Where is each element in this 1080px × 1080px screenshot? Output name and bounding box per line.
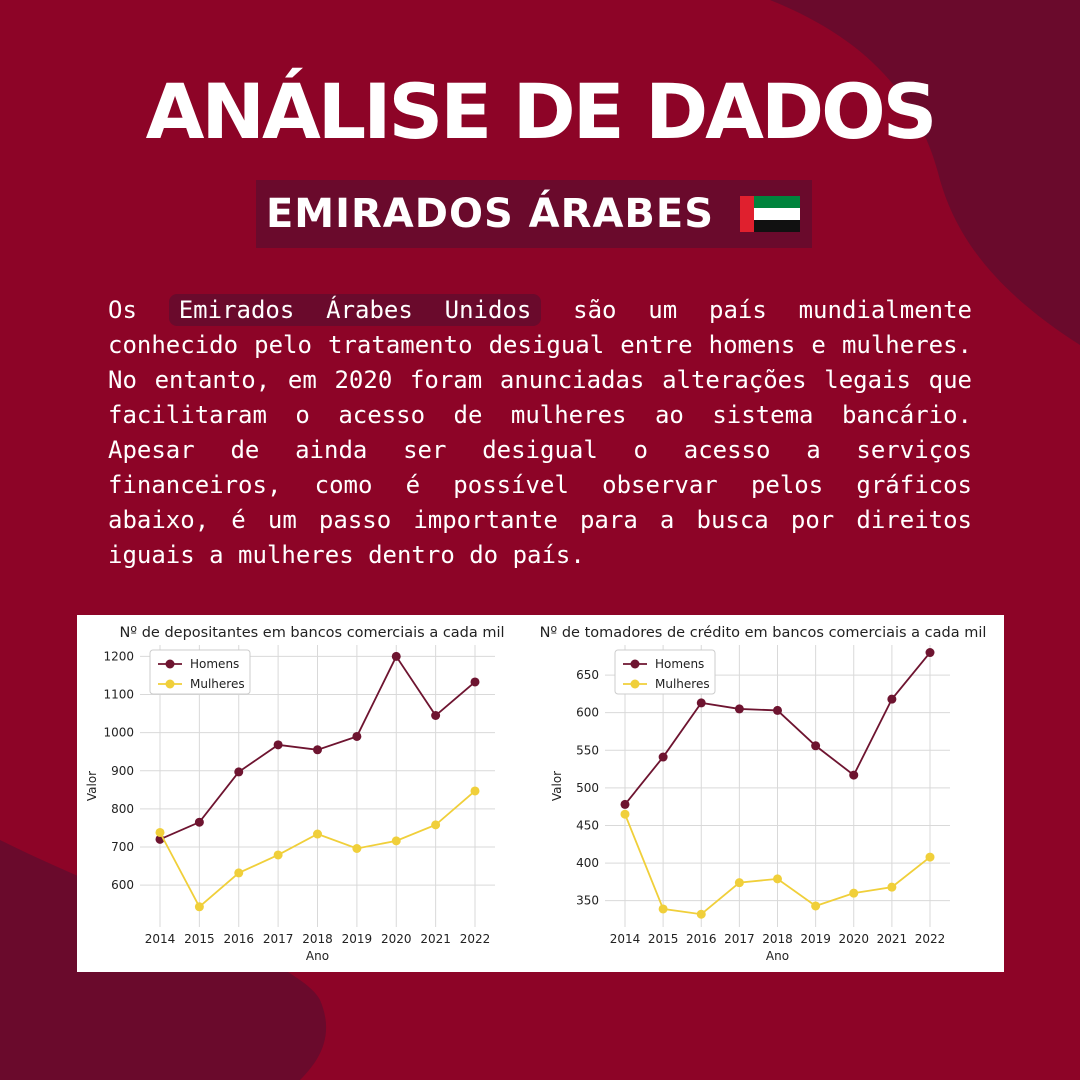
x-tick-label: 2021	[877, 932, 908, 946]
data-point-homens	[887, 694, 897, 704]
data-point-homens	[234, 767, 244, 777]
chart-1: 600 700 800 900 1000 1100 1200 2014 2015 2016 2017…	[85, 625, 505, 963]
y-tick-label: 1000	[103, 726, 134, 740]
y-tick-label: 700	[111, 840, 134, 854]
legend-label: Mulheres	[655, 677, 710, 691]
x-tick-label: 2020	[838, 932, 869, 946]
x-tick-label: 2015	[184, 932, 215, 946]
data-point-homens	[352, 731, 362, 741]
data-point-mulheres	[925, 852, 935, 862]
chart-2: 350 400 450 500 550 600 650 2014 2015 2016 2017 201…	[540, 625, 987, 963]
chart-title: Nº de depositantes em bancos comerciais …	[119, 625, 504, 641]
data-point-homens	[773, 705, 782, 715]
data-point-mulheres	[696, 909, 706, 919]
subtitle-banner: EMIRADOS ÁRABES	[256, 180, 812, 248]
x-tick-label: 2014	[610, 932, 641, 946]
legend-label: Homens	[190, 657, 239, 671]
data-point-mulheres	[431, 820, 441, 830]
data-point-homens	[391, 651, 401, 661]
data-point-mulheres	[313, 829, 322, 839]
data-point-mulheres	[849, 888, 859, 898]
x-tick-label: 2019	[800, 932, 831, 946]
uae-flag-icon	[740, 196, 801, 232]
x-tick-label: 2016	[223, 932, 254, 946]
y-tick-label: 650	[576, 668, 599, 682]
legend-marker	[165, 679, 175, 689]
paragraph-start: Os	[108, 296, 137, 324]
data-point-mulheres	[194, 902, 204, 912]
data-point-mulheres	[658, 904, 668, 914]
data-point-mulheres	[155, 827, 165, 837]
highlighted-country: Emirados Árabes Unidos	[168, 294, 542, 326]
data-point-homens	[431, 711, 441, 720]
data-point-mulheres	[273, 850, 283, 860]
x-tick-label: 2022	[915, 932, 946, 946]
x-tick-label: 2021	[420, 932, 451, 946]
y-tick-label: 1200	[103, 649, 134, 663]
data-point-homens	[658, 752, 668, 762]
legend-marker	[630, 659, 640, 669]
y-tick-label: 900	[111, 764, 134, 778]
y-tick-label: 600	[111, 878, 134, 892]
data-point-homens	[620, 799, 630, 809]
paragraph-rest: são um país mundialmente conhecido pelo …	[108, 296, 972, 569]
x-tick-label: 2018	[762, 932, 793, 946]
x-tick-label: 2020	[381, 932, 412, 946]
y-tick-label: 800	[111, 802, 134, 816]
legend-box	[149, 649, 251, 695]
data-point-mulheres	[620, 809, 630, 819]
y-axis-label: Valor	[550, 771, 564, 801]
data-point-mulheres	[352, 843, 362, 853]
data-point-mulheres	[391, 836, 401, 846]
y-tick-label: 600	[576, 706, 599, 720]
x-tick-label: 2019	[342, 932, 373, 946]
data-point-mulheres	[734, 878, 744, 888]
data-point-mulheres	[811, 901, 821, 911]
data-point-homens	[313, 745, 322, 755]
data-point-homens	[696, 698, 706, 708]
y-axis-label: Valor	[85, 771, 99, 801]
x-tick-label: 2014	[145, 932, 176, 946]
x-tick-label: 2022	[460, 932, 491, 946]
y-tick-label: 400	[576, 856, 599, 870]
data-point-mulheres	[234, 868, 244, 878]
x-tick-label: 2016	[686, 932, 717, 946]
y-tick-label: 1100	[103, 688, 134, 702]
data-point-homens	[849, 770, 859, 780]
data-point-homens	[194, 817, 204, 827]
data-point-homens	[925, 648, 935, 658]
data-point-homens	[734, 704, 744, 714]
charts-panel: 600 700 800 900 1000 1100 1200 2014 2015 2016 2017…	[77, 615, 1004, 972]
y-tick-label: 500	[576, 781, 599, 795]
data-point-homens	[273, 740, 283, 750]
x-tick-label: 2017	[724, 932, 755, 946]
legend-label: Mulheres	[190, 677, 245, 691]
x-tick-label: 2018	[302, 932, 333, 946]
data-point-homens	[811, 741, 821, 751]
data-point-mulheres	[470, 786, 480, 796]
legend-label: Homens	[655, 657, 704, 671]
y-tick-label: 350	[576, 894, 599, 908]
x-tick-label: 2015	[648, 932, 679, 946]
data-point-mulheres	[773, 874, 782, 884]
chart-title: Nº de tomadores de crédito em bancos com…	[540, 625, 987, 641]
subtitle: EMIRADOS ÁRABES	[265, 191, 715, 237]
page-title: ANÁLISE DE DADOS	[145, 67, 938, 156]
x-axis-label: Ano	[306, 949, 329, 963]
x-tick-label: 2017	[263, 932, 294, 946]
charts-svg: 600 700 800 900 1000 1100 1200 2014 2015 2016 2017…	[85, 625, 987, 963]
x-axis-label: Ano	[766, 949, 789, 963]
data-point-mulheres	[887, 882, 897, 892]
legend-box	[614, 649, 716, 695]
legend-marker	[165, 659, 175, 669]
y-tick-label: 550	[576, 743, 599, 757]
description-paragraph: Os Emirados Árabes Unidos são um país mu…	[108, 293, 972, 573]
data-point-homens	[470, 677, 480, 687]
y-tick-label: 450	[576, 818, 599, 832]
legend-marker	[630, 679, 640, 689]
